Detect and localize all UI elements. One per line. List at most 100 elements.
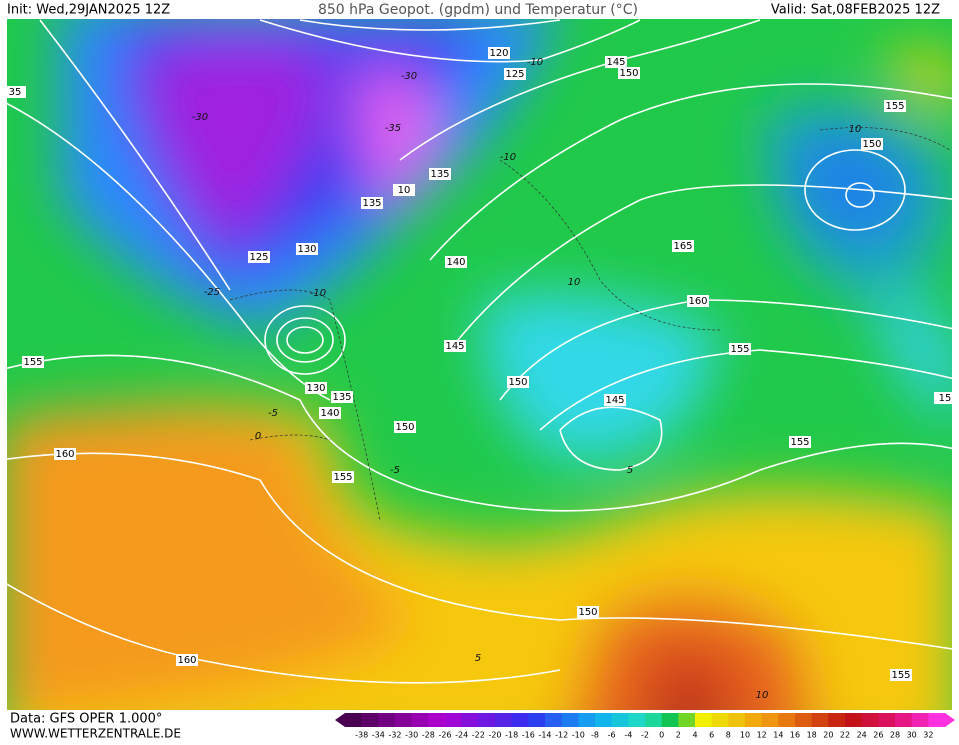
- geopotential-label: 155: [730, 344, 749, 355]
- colorbar-cell: [628, 713, 646, 727]
- colorbar-label: 14: [773, 731, 783, 740]
- colorbar-label: -20: [488, 731, 501, 740]
- temperature-label: 5: [475, 653, 481, 664]
- label-box: [618, 67, 640, 79]
- colorbar-label: 32: [923, 731, 933, 740]
- colorbar-label: -38: [355, 731, 368, 740]
- geopotential-label: 160: [55, 449, 74, 460]
- label-box: [504, 68, 526, 80]
- geopotential-label: 160: [177, 655, 196, 666]
- colorbar: -38 -34 -32 -30 -28 -26 -24 -22 -20 -18 -16 -14 -12-…: [335, 713, 955, 740]
- temperature-label: -35: [385, 123, 401, 134]
- geopotential-label: 155: [891, 670, 910, 681]
- temperature-label: -10: [527, 57, 543, 68]
- label-box: [319, 407, 341, 419]
- colorbar-cell: [461, 713, 479, 727]
- geopotential-label: 135: [430, 169, 449, 180]
- init-time: Init: Wed,29JAN2025 12Z: [7, 3, 170, 18]
- geopotential-label: 125: [505, 69, 524, 80]
- geopotential-label: 155: [885, 101, 904, 112]
- colorbar-cell: [411, 713, 429, 727]
- colorbar-cell: [878, 713, 896, 727]
- label-box: [332, 471, 354, 483]
- geopotential-label: 160: [688, 296, 707, 307]
- label-box: [176, 654, 198, 666]
- colorbar-cell: [561, 713, 579, 727]
- label-box: [687, 295, 709, 307]
- temperature-labels: -30 -35 -30 -25 -10 -10 10 10 -5 0 -5 5 10 -10 5: [192, 57, 862, 701]
- label-box: [445, 256, 467, 268]
- label-box: [861, 138, 883, 150]
- label-box: [248, 251, 270, 263]
- colorbar-label: -2: [641, 731, 649, 740]
- colorbar-label: -4: [624, 731, 632, 740]
- colorbar-label: 10: [740, 731, 750, 740]
- colorbar-label: 16: [790, 731, 800, 740]
- colorbar-cell: [528, 713, 546, 727]
- geopotential-label: 165: [673, 241, 692, 252]
- temperature-label: 10: [849, 124, 862, 135]
- geopotential-label: 10: [398, 185, 411, 196]
- colorbar-label: -22: [472, 731, 485, 740]
- label-box: [4, 86, 26, 98]
- colorbar-label: -30: [405, 731, 418, 740]
- label-box: [884, 100, 906, 112]
- colorbar-label: 26: [873, 731, 883, 740]
- label-box: [729, 343, 751, 355]
- geopotential-label: 120: [489, 48, 508, 59]
- website: WWW.WETTERZENTRALE.DE: [10, 727, 181, 741]
- colorbar-cell: [761, 713, 779, 727]
- temperature-label: -30: [192, 112, 208, 123]
- colorbar-label: 6: [709, 731, 714, 740]
- geopotential-label: 130: [306, 383, 325, 394]
- temperature-label: -10: [500, 152, 516, 163]
- label-box: [296, 243, 318, 255]
- label-box: [305, 382, 327, 394]
- label-box: [488, 47, 510, 59]
- geopotential-label: 145: [605, 395, 624, 406]
- label-box: [393, 184, 415, 196]
- label-box: [361, 197, 383, 209]
- geopotential-label: 140: [446, 257, 465, 268]
- colorbar-cell: [828, 713, 846, 727]
- colorbar-cell: [661, 713, 679, 727]
- colorbar-label: -26: [438, 731, 451, 740]
- colorbar-label: 30: [907, 731, 917, 740]
- geopotential-label: 35: [9, 87, 22, 98]
- label-box: [934, 392, 956, 404]
- label-box: [394, 421, 416, 433]
- colorbar-arrow-left: [335, 713, 345, 727]
- header-bar: [0, 0, 959, 19]
- geopotential-label: 140: [320, 408, 339, 419]
- label-box: [672, 240, 694, 252]
- colorbar-label: 0: [659, 731, 664, 740]
- colorbar-cell: [495, 713, 513, 727]
- label-box: [577, 606, 599, 618]
- colorbar-cell: [545, 713, 563, 727]
- geopotential-label: 130: [297, 244, 316, 255]
- colorbar-cell: [778, 713, 796, 727]
- geopotential-label: 150: [862, 139, 881, 150]
- temperature-label: 5: [627, 465, 633, 476]
- geopotential-label: 15: [939, 393, 952, 404]
- colorbar-cell: [428, 713, 446, 727]
- colorbar-arrow-right: [945, 713, 955, 727]
- label-box: [604, 394, 626, 406]
- colorbar-cell: [845, 713, 863, 727]
- geopotential-label: 135: [332, 392, 351, 403]
- colorbar-label: 4: [692, 731, 697, 740]
- geopotential-label: 155: [333, 472, 352, 483]
- geopotential-label: 150: [619, 68, 638, 79]
- colorbar-cell: [895, 713, 913, 727]
- colorbar-cell: [595, 713, 613, 727]
- geopotential-label: 150: [578, 607, 597, 618]
- geopotential-label: 155: [790, 437, 809, 448]
- colorbar-label: 8: [726, 731, 731, 740]
- colorbar-cell: [511, 713, 529, 727]
- colorbar-label: 18: [807, 731, 817, 740]
- colorbar-label: -6: [608, 731, 616, 740]
- colorbar-cell: [928, 713, 946, 727]
